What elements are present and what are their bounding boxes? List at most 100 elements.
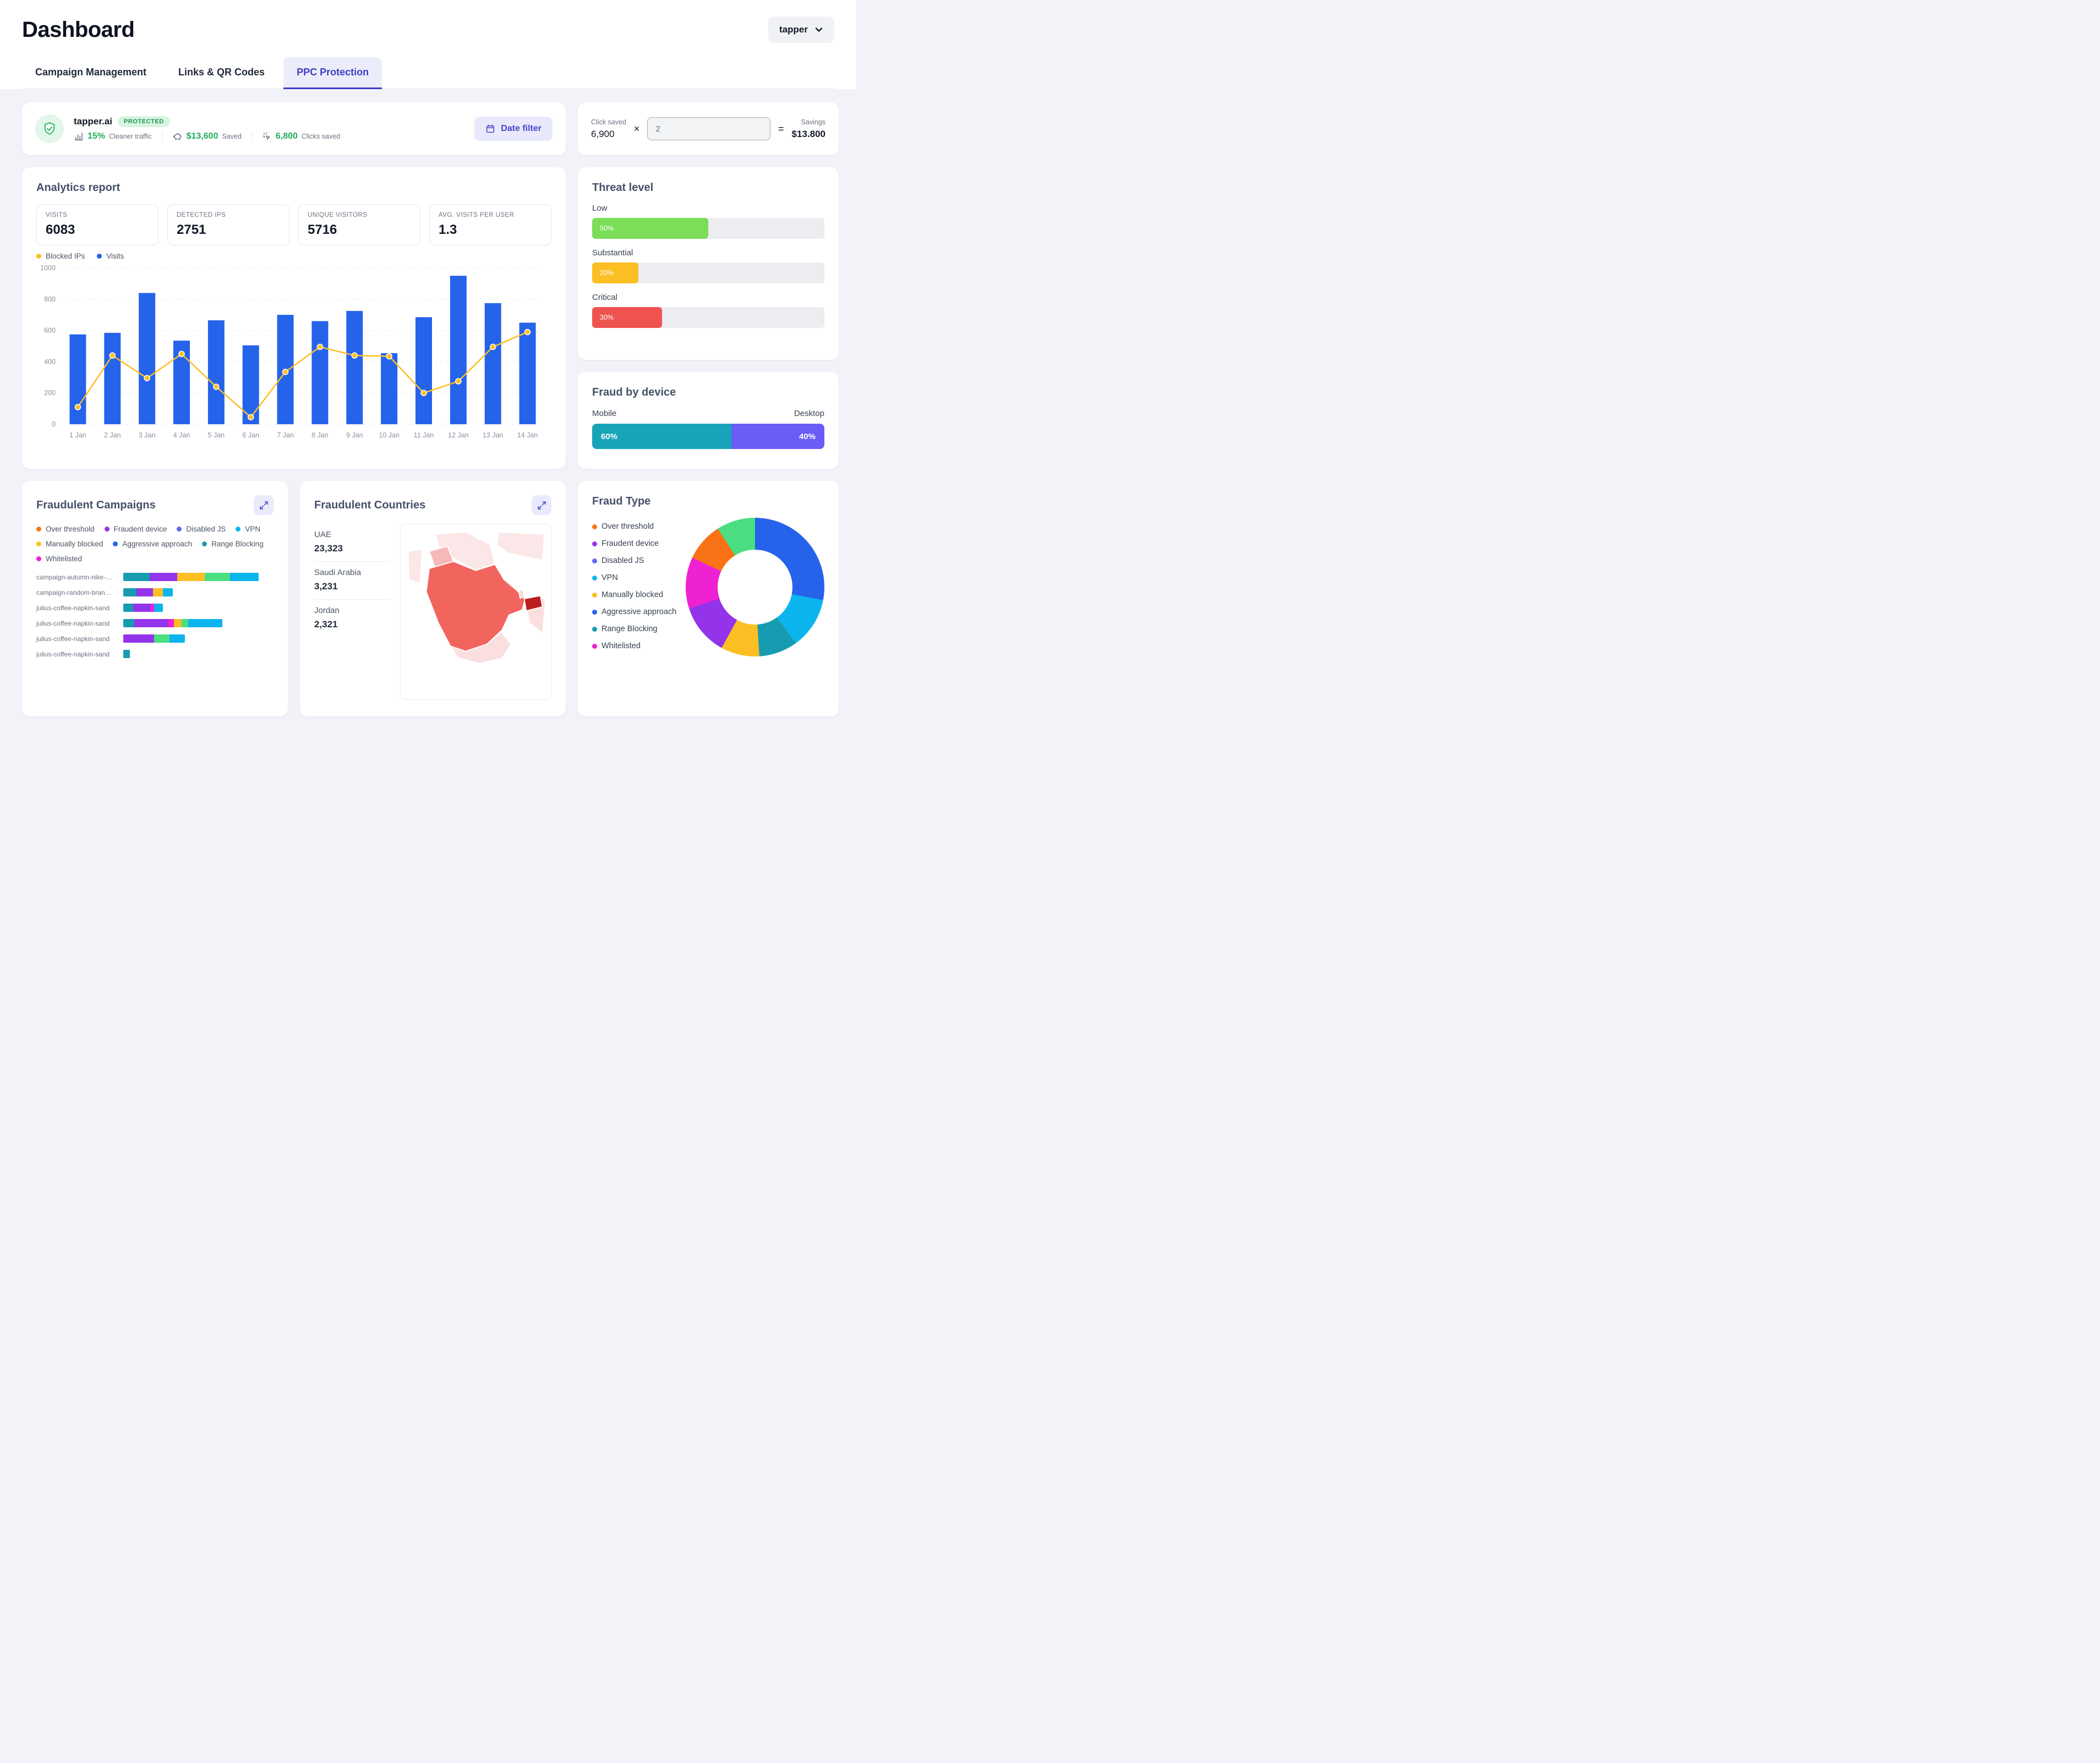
campaign-bar-segment	[123, 619, 134, 627]
legend-label: Aggressive approach	[601, 607, 677, 616]
legend-label: Manually blocked	[46, 540, 103, 548]
analytics-stat-value: 2751	[177, 222, 206, 237]
legend-item: Aggressive approach	[113, 540, 192, 548]
fraud-type-title: Fraud Type	[592, 495, 651, 507]
campaign-bar	[123, 634, 185, 643]
content-area: tapper.ai PROTECTED 15% Cleaner traffic $1…	[0, 89, 856, 736]
header-row: Dashboard tapper	[22, 17, 834, 43]
clicks-saved-block: Click saved 6,900	[591, 118, 626, 140]
legend-item: Whitelisted	[592, 642, 681, 650]
legend-item: Range Blocking	[202, 540, 264, 548]
legend-label: VPN	[601, 573, 618, 582]
svg-text:12 Jan: 12 Jan	[448, 431, 469, 439]
threat-bar-track: 50%	[592, 218, 824, 239]
protection-stat-label: Clicks saved	[301, 132, 341, 140]
svg-text:8 Jan: 8 Jan	[311, 431, 329, 439]
domain-row: tapper.ai PROTECTED	[74, 116, 464, 127]
account-label: tapper	[779, 24, 808, 35]
svg-text:3 Jan: 3 Jan	[139, 431, 156, 439]
protection-stat-value: 6,800	[275, 131, 298, 141]
threat-row: Low 50%	[592, 204, 824, 239]
date-filter-button[interactable]: Date filter	[474, 117, 553, 141]
campaign-bar-segment	[154, 634, 169, 643]
clicks-saved-label: Click saved	[591, 118, 626, 126]
campaign-bar-segment	[163, 588, 173, 596]
threat-level-card: Threat level Low 50% Substantial 20% Critica…	[578, 167, 839, 360]
expand-campaigns-button[interactable]	[254, 495, 274, 515]
campaign-bar-segment	[182, 619, 188, 627]
tab-ppc-protection[interactable]: PPC Protection	[283, 57, 382, 89]
country-name: Jordan	[314, 606, 340, 615]
campaign-rows: campaign-autumn-nike-… campaign-random-br…	[36, 573, 274, 658]
svg-text:14 Jan: 14 Jan	[517, 431, 538, 439]
campaign-bar-segment	[177, 573, 205, 581]
legend-item: Disabled JS	[177, 525, 226, 533]
campaign-bar-segment	[134, 619, 168, 627]
svg-text:0: 0	[52, 420, 56, 428]
expand-icon	[537, 501, 546, 510]
campaign-bar-segment	[153, 588, 163, 596]
campaign-row: campaign-random-bran…	[36, 588, 274, 596]
legend-dot	[592, 575, 597, 581]
protected-badge: PROTECTED	[117, 116, 170, 127]
legend-item: Over threshold	[592, 522, 681, 531]
chevron-down-icon	[815, 28, 823, 32]
campaign-bar-segment	[154, 604, 163, 612]
analytics-stat-label: UNIQUE VISITORS	[308, 212, 368, 218]
svg-text:5 Jan: 5 Jan	[208, 431, 225, 439]
country-row: UAE 23,323	[314, 524, 390, 562]
savings-block: Savings $13.800	[792, 118, 825, 140]
svg-text:1 Jan: 1 Jan	[69, 431, 86, 439]
legend-label: VPN	[245, 525, 261, 533]
legend-item: Aggressive approach	[592, 607, 681, 616]
multiply-symbol: ×	[633, 123, 640, 134]
analytics-chart: 0 200 400 600 800 1000 1 Jan 2 Jan 3 Jan 4 Jan 5 J…	[36, 261, 551, 443]
countries-body: UAE 23,323 Saudi Arabia 3,231 Jordan 2,321	[314, 524, 551, 700]
legend-item: Manually blocked	[36, 540, 103, 548]
campaign-bar-segment	[123, 573, 150, 581]
countries-map	[400, 524, 551, 700]
account-dropdown[interactable]: tapper	[768, 17, 834, 43]
campaign-row: campaign-autumn-nike-…	[36, 573, 274, 581]
campaign-row: julius-coffee-napkin-sand	[36, 650, 274, 658]
threat-level-label: Low	[592, 204, 608, 213]
campaign-label: julius-coffee-napkin-sand	[36, 604, 110, 612]
campaign-label: julius-coffee-napkin-sand	[36, 619, 110, 627]
legend-item: Blocked IPs	[36, 252, 85, 260]
fraudulent-campaigns-header: Fraudulent Campaigns	[36, 495, 274, 515]
legend-item: Fraudent device	[592, 539, 681, 548]
campaign-label: julius-coffee-napkin-sand	[36, 650, 110, 658]
fraudulent-countries-card: Fraudulent Countries UAE 23,323 Saudi Arab…	[300, 481, 566, 716]
legend-item: Fraudent device	[104, 525, 167, 533]
tab-links-qr-codes[interactable]: Links & QR Codes	[178, 67, 265, 78]
campaign-bar-segment	[188, 619, 222, 627]
svg-text:13 Jan: 13 Jan	[483, 431, 504, 439]
analytics-stat-label: DETECTED IPS	[177, 212, 226, 218]
legend-label: Range Blocking	[601, 625, 658, 633]
protection-stat-value: 15%	[88, 131, 106, 141]
legend-dot	[592, 609, 597, 615]
topbar: Dashboard tapper Campaign Management Lin…	[0, 0, 856, 89]
fraud-type-body: Over threshold Fraudent device Disabled JS…	[592, 518, 824, 656]
campaign-bar	[123, 573, 259, 581]
country-name: Saudi Arabia	[314, 568, 362, 577]
multiplier-input[interactable]	[647, 117, 771, 140]
date-filter-label: Date filter	[501, 124, 542, 133]
legend-dot	[592, 524, 597, 529]
legend-dot	[97, 254, 102, 259]
piggy-bank-icon	[172, 131, 183, 141]
country-value: 3,231	[314, 581, 338, 592]
savings-value: $13.800	[791, 128, 825, 139]
analytics-stat-box: VISITS 6083	[36, 204, 158, 245]
device-bar: 60% 40%	[592, 424, 824, 449]
svg-text:200: 200	[44, 389, 56, 397]
analytics-stat-value: 6083	[46, 222, 75, 237]
protection-stat: $13,600 Saved	[161, 131, 251, 141]
savings-calculator-card: Click saved 6,900 × = Savings $13.800	[578, 102, 839, 155]
equals-symbol: =	[778, 123, 784, 134]
protection-stat-value: $13,600	[186, 131, 218, 141]
country-name: UAE	[314, 530, 331, 539]
expand-countries-button[interactable]	[532, 495, 551, 515]
tab-campaign-management[interactable]: Campaign Management	[35, 67, 147, 78]
campaign-bar-segment	[136, 588, 153, 596]
